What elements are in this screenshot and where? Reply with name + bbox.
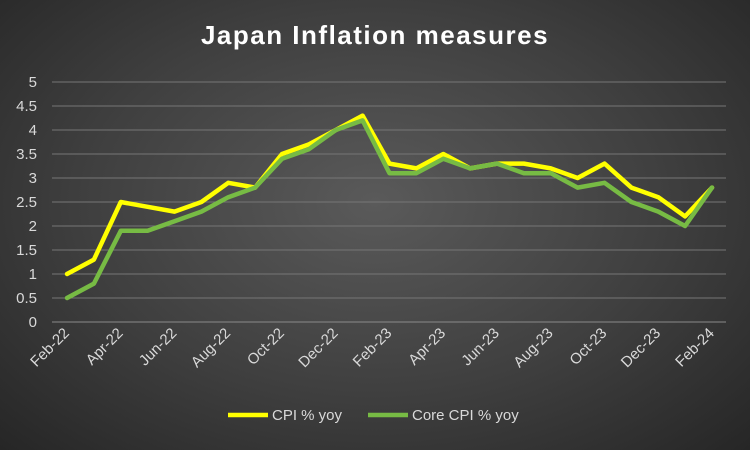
x-tick-label: Feb-24: [672, 325, 718, 371]
y-tick-label: 4: [29, 122, 37, 139]
x-tick-label: Oct-22: [244, 325, 288, 369]
y-tick-label: 0.5: [16, 290, 37, 307]
legend: CPI % yoy Core CPI % yoy: [228, 407, 519, 424]
x-tick-label: Aug-23: [510, 325, 556, 371]
y-tick-label: 0: [29, 314, 37, 331]
x-tick-label: Feb-22: [27, 325, 73, 371]
x-tick-label: Dec-22: [295, 325, 341, 371]
y-tick-label: 1.5: [16, 242, 37, 259]
x-tick-label: Apr-23: [405, 325, 449, 369]
x-tick-label: Oct-23: [566, 325, 610, 369]
y-tick-label: 4.5: [16, 98, 37, 115]
legend-label-1: Core CPI % yoy: [412, 407, 519, 424]
series-line-1: [64, 118, 715, 301]
y-tick-label: 1: [29, 266, 37, 283]
y-tick-label: 2: [29, 218, 37, 235]
series-line-0: [64, 113, 715, 277]
y-tick-label: 5: [29, 74, 37, 91]
y-tick-label: 2.5: [16, 194, 37, 211]
gridlines: [52, 81, 726, 323]
x-tick-label: Aug-22: [188, 325, 234, 371]
x-tick-label: Jun-23: [458, 325, 502, 369]
series-lines: [64, 113, 715, 301]
chart-title: Japan Inflation measures: [200, 20, 550, 50]
x-tick-label: Jun-22: [136, 325, 180, 369]
y-tick-label: 3.5: [16, 146, 37, 163]
legend-label-0: CPI % yoy: [272, 407, 343, 424]
x-tick-label: Dec-23: [618, 325, 664, 371]
y-tick-label: 3: [29, 170, 37, 187]
x-tick-label: Apr-22: [83, 325, 127, 369]
x-tick-label: Feb-23: [350, 325, 396, 371]
